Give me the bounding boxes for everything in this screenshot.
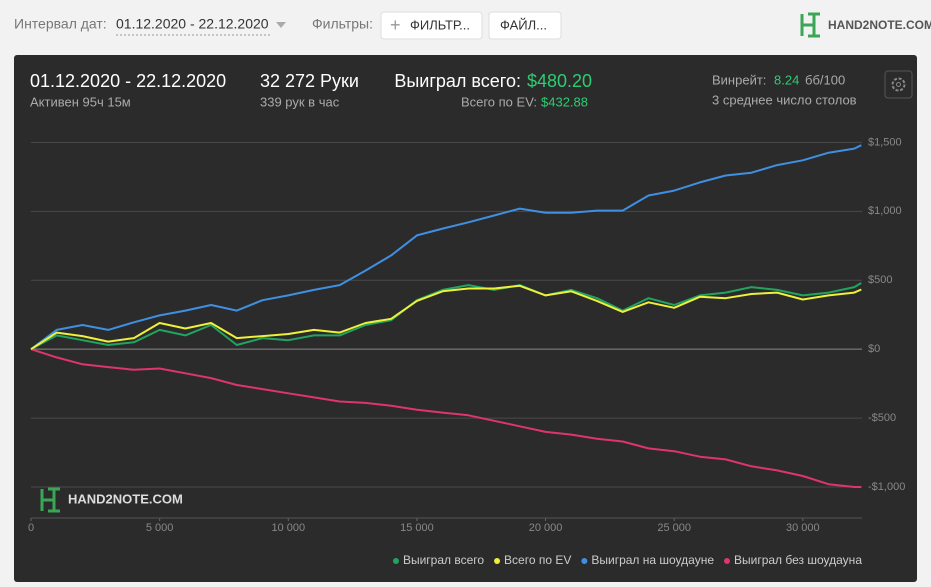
ev-value: $432.88 — [541, 94, 588, 109]
series-line — [30, 348, 862, 488]
x-tick-label: 0 — [28, 522, 34, 534]
plus-icon: + — [390, 15, 401, 35]
x-tick-label: 25 000 — [657, 522, 691, 534]
legend-label: Выиграл всего — [403, 553, 484, 567]
y-tick-label: -$500 — [868, 412, 896, 424]
legend-label: Всего по EV — [504, 553, 571, 567]
legend-swatch — [581, 558, 588, 564]
gear-center — [896, 82, 901, 87]
y-tick-label: $500 — [868, 274, 892, 286]
active-time: Активен 95ч 15м — [30, 94, 131, 109]
legend-swatch — [392, 558, 399, 564]
winrate-value: 8.24 — [774, 72, 799, 87]
filter-button[interactable] — [380, 11, 483, 40]
hands-per-hour: 339 рук в час — [260, 94, 340, 109]
series-line — [30, 282, 862, 351]
date-label: Интервал дат: — [14, 16, 107, 32]
panel — [14, 55, 917, 582]
y-tick-label: $0 — [868, 343, 880, 355]
won-value: $480.20 — [527, 71, 592, 91]
y-tick-label: $1,500 — [868, 136, 902, 148]
watermark-icon — [40, 487, 60, 513]
legend-label: Выиграл без шоудауна — [734, 553, 862, 567]
legend-swatch — [724, 558, 730, 564]
period: 01.12.2020 - 22.12.2020 — [30, 71, 226, 91]
logo-icon — [800, 12, 820, 38]
logo: HAND2NOTE.COM — [828, 18, 931, 32]
x-tick-label: 5 000 — [146, 522, 174, 534]
watermark: HAND2NOTE.COM — [68, 491, 183, 506]
y-tick-label: $1,000 — [868, 205, 902, 217]
file-button[interactable] — [488, 11, 562, 40]
y-tick-label: -$1,000 — [868, 481, 905, 493]
x-tick-label: 15 000 — [400, 522, 434, 534]
series-line — [30, 284, 862, 351]
filters-label: Фильтры: — [312, 16, 373, 32]
tables: 3 среднее число столов — [712, 92, 857, 107]
dropdown-arrow[interactable] — [276, 22, 286, 28]
file-button-text: ФАЙЛ... — [500, 17, 547, 32]
ev-label: Всего по EV: — [461, 94, 537, 109]
x-tick-label: 30 000 — [786, 522, 820, 534]
x-tick-label: 20 000 — [529, 522, 563, 534]
series-line — [30, 144, 862, 350]
hands: 32 272 Руки — [260, 71, 359, 91]
winrate-label: Винрейт: — [712, 72, 766, 87]
date-range[interactable]: 01.12.2020 - 22.12.2020 — [116, 16, 269, 32]
winrate-unit: бб/100 — [805, 72, 845, 87]
gear-icon — [891, 77, 906, 92]
filter-button-text: ФИЛЬТР... — [410, 17, 470, 32]
legend-swatch — [494, 558, 501, 564]
settings-button[interactable] — [884, 70, 913, 99]
legend-label: Выиграл на шоудауне — [591, 553, 714, 567]
won-label: Выиграл всего: — [394, 71, 521, 91]
x-tick-label: 10 000 — [271, 522, 305, 534]
